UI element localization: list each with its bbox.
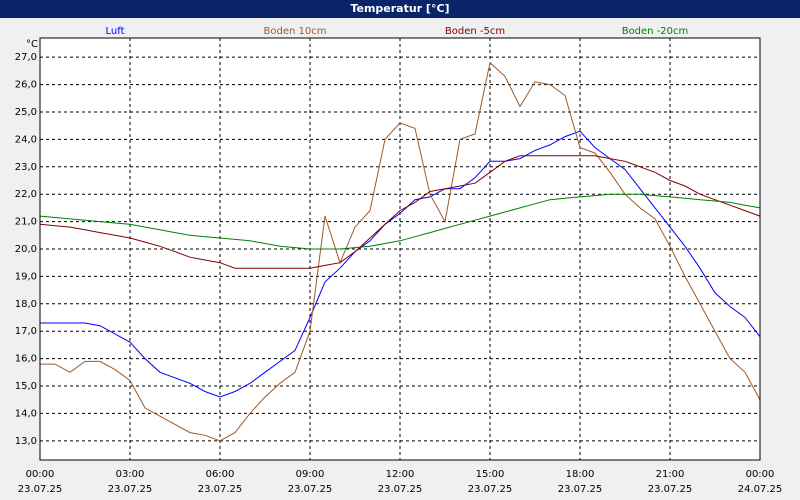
chart-title: Temperatur [°C] <box>350 2 449 15</box>
x-tick-label: 15:00 <box>476 469 505 480</box>
y-tick-label: 26,0 <box>15 80 37 91</box>
series-line <box>40 130 761 398</box>
y-tick-label: 27,0 <box>15 52 37 63</box>
y-tick-label: 19,0 <box>15 271 37 282</box>
x-tick-label: 18:00 <box>566 469 595 480</box>
legend-entry: Luft <box>106 26 125 37</box>
y-tick-label: 24,0 <box>15 134 37 145</box>
y-tick-label: 14,0 <box>15 408 37 419</box>
x-tick-label: 06:00 <box>206 469 235 480</box>
y-tick-label: 16,0 <box>15 354 37 365</box>
y-tick-label: 13,0 <box>15 436 37 447</box>
x-tick-label: 00:00 <box>26 469 55 480</box>
x-tick-date: 23.07.25 <box>468 484 513 495</box>
x-tick-date: 23.07.25 <box>18 484 63 495</box>
x-tick-label: 00:00 <box>746 469 775 480</box>
y-tick-label: 17,0 <box>15 326 37 337</box>
y-tick-label: 25,0 <box>15 107 37 118</box>
series-line <box>39 155 761 269</box>
y-tick-label: 21,0 <box>15 217 37 228</box>
x-tick-date: 23.07.25 <box>108 484 153 495</box>
x-tick-label: 03:00 <box>116 469 145 480</box>
y-tick-label: 22,0 <box>15 189 37 200</box>
y-tick-label: 20,0 <box>15 244 37 255</box>
legend-entry: Boden 10cm <box>264 26 327 37</box>
x-tick-date: 23.07.25 <box>558 484 603 495</box>
x-tick-label: 09:00 <box>296 469 325 480</box>
title-bar <box>0 0 800 18</box>
plot-border <box>39 37 761 461</box>
series-line <box>39 193 761 250</box>
y-unit: °C <box>26 39 38 50</box>
x-tick-date: 24.07.25 <box>738 484 783 495</box>
series-line <box>40 61 761 442</box>
x-tick-date: 23.07.25 <box>378 484 423 495</box>
x-tick-date: 23.07.25 <box>198 484 243 495</box>
y-tick-label: 15,0 <box>15 381 37 392</box>
legend-entry: Boden -20cm <box>622 26 689 37</box>
y-tick-label: 18,0 <box>15 299 37 310</box>
x-tick-label: 12:00 <box>386 469 415 480</box>
legend-entry: Boden -5cm <box>445 26 505 37</box>
x-tick-date: 23.07.25 <box>648 484 693 495</box>
y-tick-label: 23,0 <box>15 162 37 173</box>
x-tick-date: 23.07.25 <box>288 484 333 495</box>
x-tick-label: 21:00 <box>656 469 685 480</box>
